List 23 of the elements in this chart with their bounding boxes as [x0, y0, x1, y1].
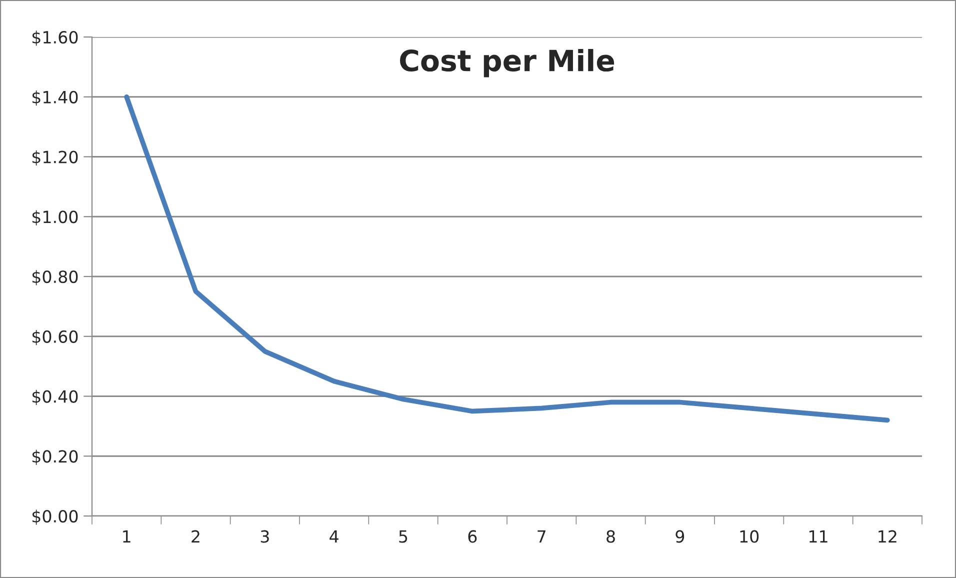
y-tick-label: $0.00 — [32, 510, 78, 525]
x-tick-label: 3 — [260, 530, 269, 543]
y-tick-label: $1.40 — [32, 90, 78, 106]
x-tick-label: 9 — [676, 530, 684, 543]
x-tick-label: 5 — [399, 530, 408, 543]
x-tick-label: 12 — [878, 530, 896, 543]
x-tick-label: 11 — [809, 530, 828, 543]
x-tick-label: 2 — [192, 530, 200, 543]
x-tick-label: 1 — [123, 530, 130, 543]
y-tick-label: $0.80 — [32, 270, 78, 286]
x-tick-label: 8 — [606, 530, 615, 543]
y-tick-label: $0.20 — [32, 450, 78, 465]
y-tick-label: $1.60 — [32, 30, 78, 46]
x-tick-label: 6 — [468, 530, 477, 543]
y-tick-label: $1.20 — [32, 150, 78, 166]
x-tick-label: 4 — [330, 530, 338, 543]
line-series — [124, 94, 890, 423]
y-tick-label: $1.00 — [32, 210, 78, 226]
x-tick-label: 7 — [538, 530, 546, 543]
chart-title: Cost per Mile — [400, 48, 614, 78]
y-tick-label: $0.60 — [32, 330, 78, 346]
y-tick-label: $0.40 — [32, 390, 78, 406]
x-tick-label: 10 — [740, 530, 759, 543]
